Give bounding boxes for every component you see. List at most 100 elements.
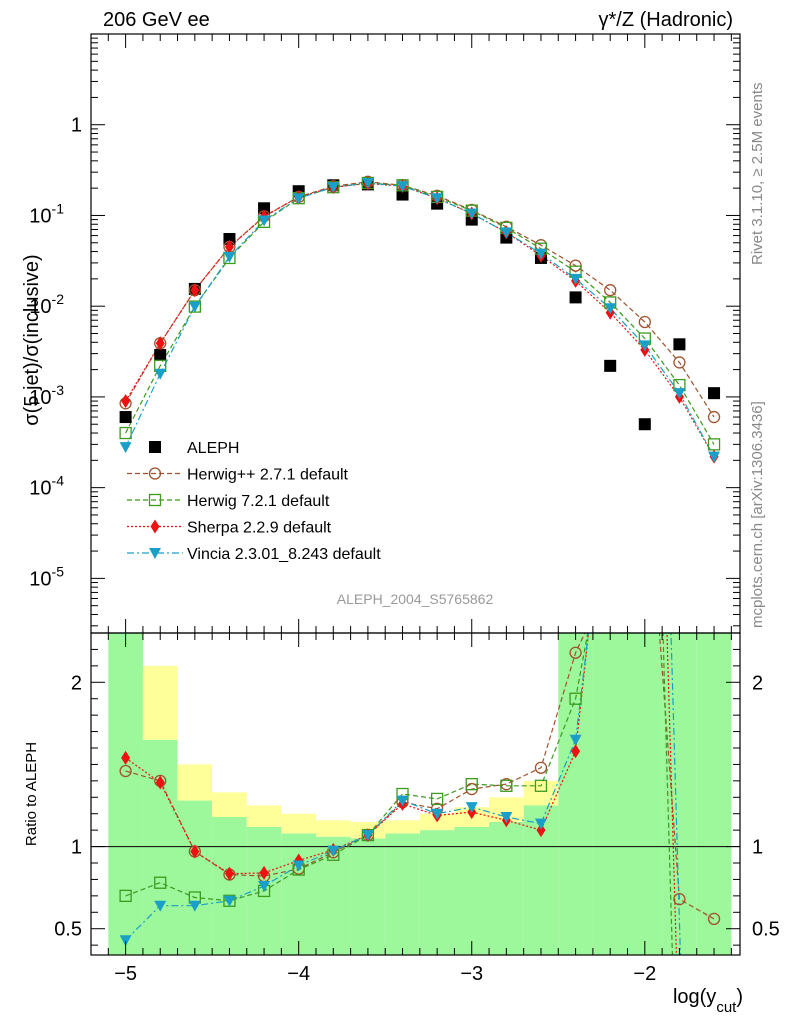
- main-point-series-4: [673, 388, 686, 400]
- ratio-sys-band-upper: [212, 792, 247, 817]
- ratio-stat-band-bin: [454, 826, 490, 955]
- ratio-point-series-2: [121, 750, 131, 765]
- ratio-point-series-3: [361, 830, 374, 842]
- main-point-series-0: [708, 387, 721, 400]
- main-point-series-4: [361, 177, 374, 189]
- ratio-sys-band-upper: [246, 805, 282, 827]
- ratio-stat-band-bin: [489, 821, 524, 955]
- legend-label-1: Herwig++ 2.7.1 default: [187, 467, 349, 484]
- ratio-series-markers: [119, 646, 721, 947]
- ratio-sys-band-upper: [385, 820, 420, 834]
- main-series-lines: [125, 181, 715, 457]
- main-point-series-2: [119, 426, 132, 440]
- ratio-plot-frame: [90, 632, 741, 956]
- x-tick-label: −5: [114, 963, 137, 985]
- ratio-stat-band-bin: [142, 739, 178, 955]
- ratio-stat-band-bin: [281, 833, 316, 955]
- main-point-series-4: [708, 451, 721, 463]
- ratio-point-series-3: [223, 895, 236, 907]
- main-point-series-4: [500, 227, 513, 239]
- main-y-tick-exponent: -1: [52, 200, 65, 216]
- main-y-axis-title: σ(5 jet)/σ(inclusive): [21, 254, 43, 425]
- ratio-point-series-3: [431, 808, 444, 820]
- main-line-series-4: [125, 182, 715, 457]
- ratio-point-series-2: [155, 775, 165, 790]
- x-axis-title-subscript: cut: [716, 999, 737, 1016]
- main-point-series-0: [569, 291, 582, 304]
- header-right-label: γ*/Z (Hadronic): [599, 9, 733, 31]
- ratio-sys-band-upper: [315, 820, 351, 837]
- ratio-point-series-3: [534, 818, 547, 830]
- rivet-version-label: Rivet 3.1.10, ≥ 2.5M events: [749, 83, 766, 266]
- ratio-point-series-1: [534, 779, 548, 792]
- ratio-stat-band-bin: [212, 817, 247, 955]
- main-point-series-0: [638, 418, 651, 431]
- ratio-sys-band-upper: [281, 813, 316, 834]
- ratio-point-series-3: [465, 802, 478, 814]
- main-point-series-4: [569, 273, 582, 285]
- main-y-tick-label: 10-5: [29, 563, 64, 590]
- legend-label-2: Herwig 7.2.1 default: [187, 493, 330, 510]
- main-y-tick-label: 10-4: [29, 473, 64, 500]
- main-point-series-4: [292, 193, 305, 205]
- x-tick-label: −3: [460, 963, 483, 985]
- main-point-series-4: [638, 340, 651, 352]
- ratio-point-series-3: [154, 900, 167, 912]
- analysis-id-label: ALEPH_2004_S5765862: [337, 591, 494, 607]
- ratio-y-tick-label-right: 2: [752, 672, 763, 694]
- ratio-point-series-0: [673, 892, 686, 906]
- ratio-point-series-0: [119, 764, 132, 778]
- ratio-stat-band-bin: [592, 633, 628, 955]
- ratio-stat-band-bin: [627, 633, 663, 955]
- ratio-y-tick-label-left: 1: [71, 837, 82, 859]
- main-point-series-4: [465, 208, 478, 220]
- main-point-series-4: [431, 193, 444, 205]
- ratio-y-tick-label-left: 0.5: [54, 919, 82, 941]
- ratio-stat-band-bin: [558, 633, 593, 955]
- ratio-stat-band-bin: [696, 633, 732, 955]
- ratio-stat-band-bin: [177, 800, 213, 955]
- main-series-markers: [119, 175, 721, 464]
- main-point-series-3: [121, 394, 131, 409]
- main-point-series-3: [224, 239, 234, 254]
- ratio-point-series-1: [465, 777, 478, 791]
- ratio-tail-series-2: [666, 633, 678, 955]
- ratio-point-series-3: [327, 845, 340, 857]
- legend-marker-3: [150, 519, 160, 534]
- ratio-sys-band-upper: [142, 665, 178, 740]
- legend-label-3: Sherpa 2.2.9 default: [187, 520, 332, 537]
- x-tick-label: −2: [633, 963, 656, 985]
- mcplots-label: mcplots.cern.ch [arXiv:1306.3436]: [749, 401, 766, 628]
- ratio-uncertainty-bands: [91, 633, 740, 955]
- main-point-series-1: [638, 315, 651, 329]
- main-point-series-1: [673, 356, 686, 369]
- main-point-series-1: [707, 410, 721, 424]
- ratio-point-series-1: [154, 876, 167, 889]
- ratio-point-series-3: [258, 881, 271, 892]
- main-point-series-0: [673, 338, 686, 351]
- ratio-sys-band-upper: [177, 764, 213, 801]
- main-point-series-0: [154, 348, 167, 361]
- ratio-y-tick-label-right: 1: [752, 837, 763, 859]
- header-left-label: 206 GeV ee: [103, 9, 210, 31]
- main-point-series-4: [258, 215, 271, 227]
- main-line-series-2: [125, 182, 715, 445]
- ratio-point-series-2: [224, 866, 234, 881]
- ratio-point-series-3: [119, 935, 132, 947]
- ratio-y-axis-title: Ratio to ALEPH: [23, 742, 40, 846]
- ratio-y-tick-label-right: 0.5: [752, 919, 780, 941]
- main-point-series-4: [396, 181, 409, 193]
- main-point-series-4: [188, 301, 201, 313]
- main-point-series-4: [119, 442, 132, 454]
- ratio-stat-band-bin: [350, 838, 386, 955]
- ratio-point-series-0: [569, 646, 582, 659]
- legend-marker-2: [148, 493, 162, 507]
- legend-label-0: ALEPH: [187, 440, 239, 457]
- main-point-series-0: [119, 411, 132, 424]
- main-point-series-4: [534, 248, 547, 260]
- ratio-point-series-2: [536, 823, 546, 838]
- main-point-series-0: [604, 359, 617, 372]
- ratio-point-series-3: [188, 900, 201, 912]
- main-y-tick-label: 10-1: [29, 200, 64, 227]
- ratio-point-series-2: [190, 844, 200, 859]
